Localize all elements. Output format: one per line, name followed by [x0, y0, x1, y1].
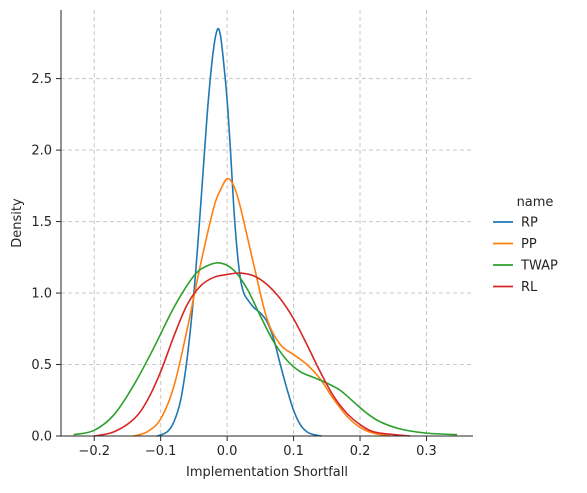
y-tick-label: 0.0 [31, 430, 52, 445]
series-line-rl [93, 272, 411, 437]
series-line-pp [133, 177, 391, 437]
series-line-twap [73, 262, 458, 436]
series-lines [73, 27, 458, 437]
x-tick-label: −0.2 [78, 444, 110, 459]
x-axis-label: Implementation Shortfall [186, 465, 348, 480]
x-tick-label: 0.1 [283, 444, 304, 459]
y-tick-label: 0.5 [31, 358, 52, 373]
x-tick-label: 0.2 [350, 444, 371, 459]
series-line-rp [156, 27, 323, 437]
axes [56, 10, 473, 441]
y-tick-label: 2.5 [31, 72, 52, 87]
tick-labels: −0.2 −0.1 0.0 0.1 0.2 0.3 0.0 0.5 1.0 1.5 2.0 2.5 [31, 72, 437, 459]
legend-label-rl: RL [521, 280, 538, 295]
y-tick-label: 2.0 [31, 144, 52, 159]
x-tick-label: −0.1 [145, 444, 177, 459]
legend-label-twap: TWAP [520, 259, 558, 274]
legend-label-rp: RP [521, 216, 538, 231]
x-tick-label: 0.3 [416, 444, 437, 459]
legend: name RP PP TWAP RL [493, 195, 558, 295]
y-tick-label: 1.0 [31, 287, 52, 302]
y-axis-label: Density [10, 198, 25, 248]
x-tick-label: 0.0 [217, 444, 238, 459]
grid [61, 10, 473, 437]
legend-label-pp: PP [521, 237, 537, 252]
y-tick-label: 1.5 [31, 215, 52, 230]
legend-title: name [517, 195, 554, 210]
